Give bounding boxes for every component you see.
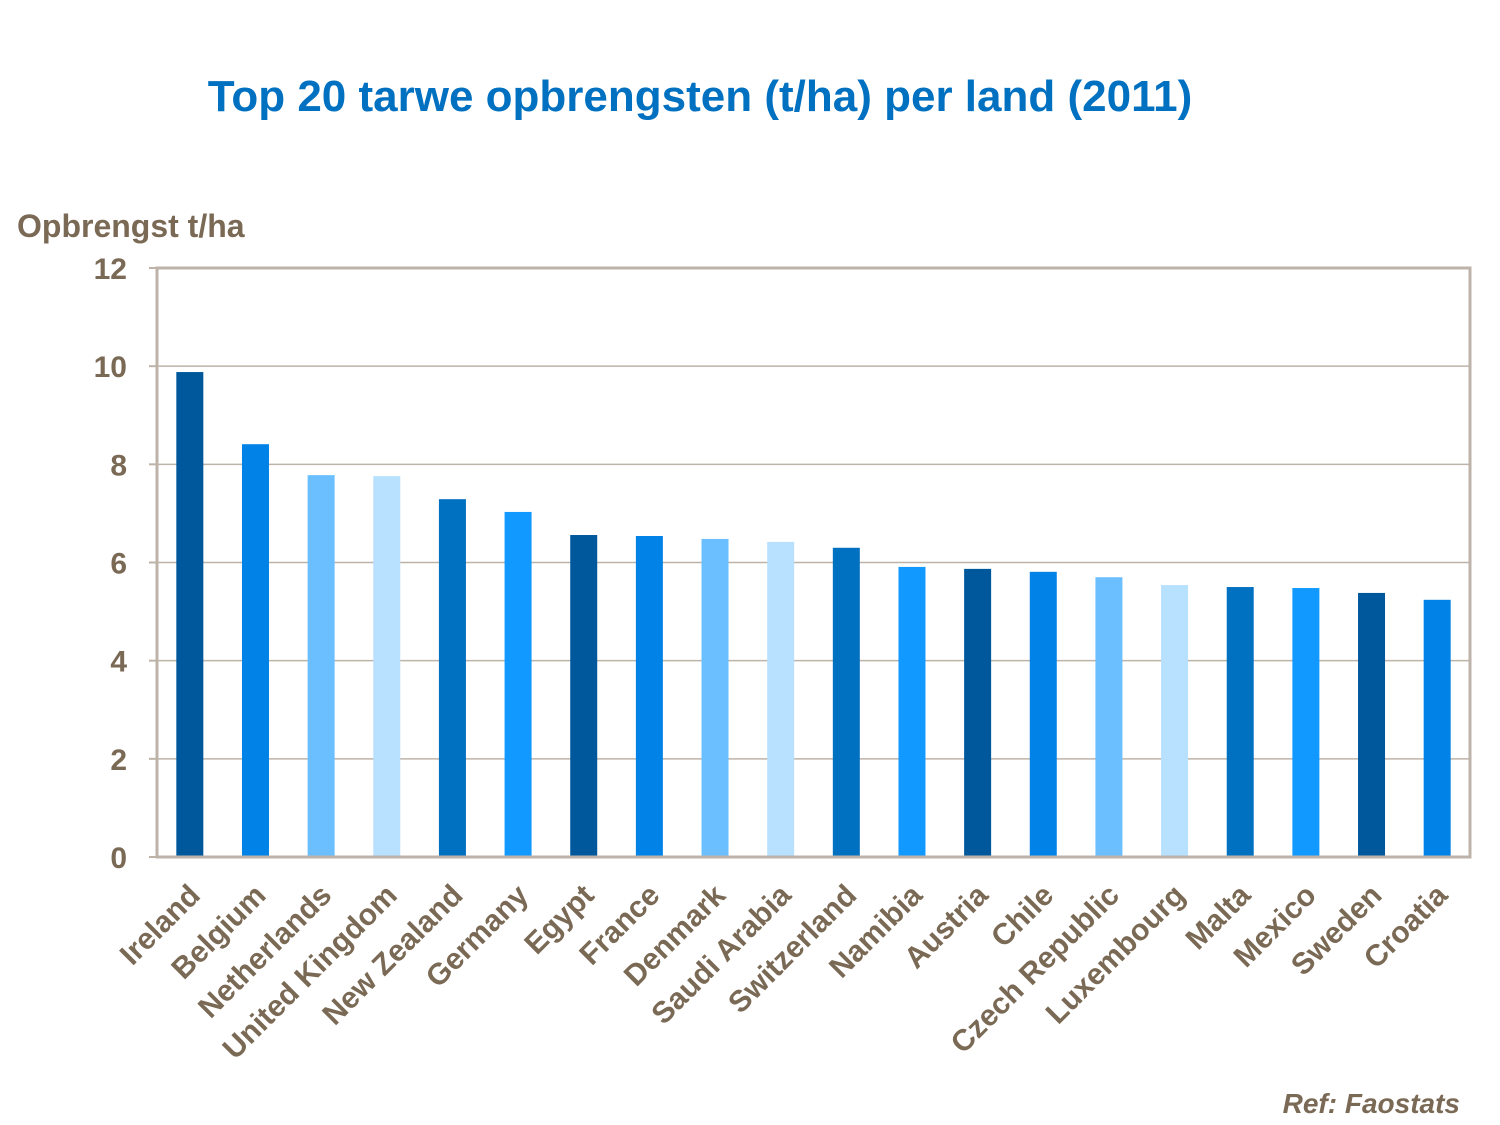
- y-tick-label: 4: [110, 646, 127, 679]
- bar-chile: [1029, 571, 1057, 857]
- bar-malta: [1226, 587, 1254, 857]
- bar-mexico: [1292, 588, 1320, 857]
- chart-title: Top 20 tarwe opbrengsten (t/ha) per land…: [207, 72, 1193, 121]
- y-tick-label: 6: [110, 548, 127, 581]
- y-axis-label: Opbrengst t/ha: [17, 208, 245, 244]
- bar-sweden: [1358, 592, 1386, 857]
- bar-croatia: [1423, 599, 1451, 857]
- bar-netherlands: [307, 475, 335, 857]
- bar-belgium: [241, 444, 269, 857]
- bar-namibia: [898, 566, 926, 857]
- y-tick-label: 0: [110, 842, 127, 875]
- bar-czech-republic: [1095, 577, 1123, 857]
- source-annotation: Ref: Faostats: [1282, 1088, 1460, 1119]
- y-tick-label: 12: [94, 253, 127, 286]
- y-tick-label: 2: [110, 744, 127, 777]
- bar-egypt: [570, 535, 598, 857]
- y-tick-label: 10: [94, 351, 127, 384]
- bar-united-kingdom: [373, 476, 401, 857]
- bar-saudi-arabia: [767, 541, 795, 857]
- bar-france: [635, 535, 663, 857]
- bar-austria: [964, 568, 992, 857]
- bar-switzerland: [832, 547, 860, 857]
- bar-ireland: [176, 372, 204, 857]
- bar-denmark: [701, 538, 729, 857]
- y-tick-label: 8: [110, 449, 127, 482]
- bar-new-zealand: [438, 499, 466, 857]
- bar-germany: [504, 511, 532, 857]
- bar-luxembourg: [1161, 585, 1189, 857]
